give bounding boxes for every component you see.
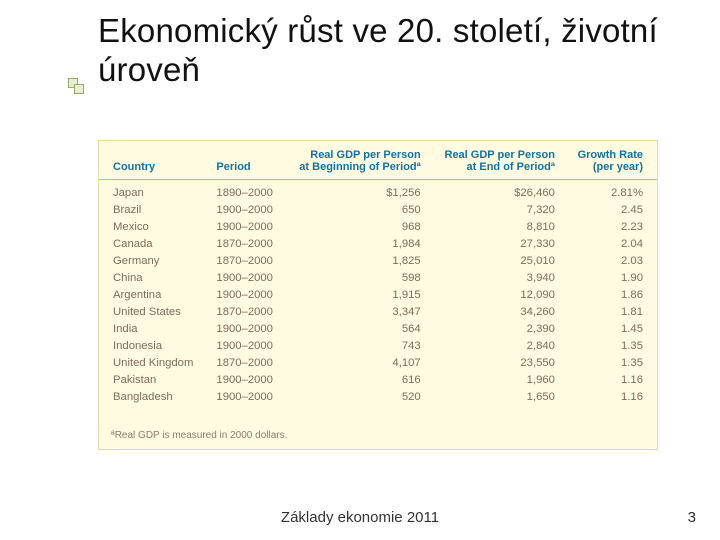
title-block: Ekonomický růst ve 20. století, životní … [98,12,658,90]
table-row: Argentina 1900–2000 1,915 12,090 1.86 [99,287,657,304]
table-row: Canada 1870–2000 1,984 27,330 2.04 [99,236,657,253]
cell-period: 1890–2000 [206,180,285,202]
page-title: Ekonomický růst ve 20. století, životní … [98,12,658,90]
title-bullet-icon [68,34,88,102]
col-country: Country [99,141,206,180]
table-row: Japan 1890–2000 $1,256 $26,460 2.81% [99,180,657,202]
table-row: Germany 1870–2000 1,825 25,010 2.03 [99,253,657,270]
table-row: Bangladesh 1900–2000 520 1,650 1.16 [99,389,657,406]
page-number: 3 [688,509,696,526]
table-row: United States 1870–2000 3,347 34,260 1.8… [99,304,657,321]
table-row: United Kingdom 1870–2000 4,107 23,550 1.… [99,355,657,372]
slide-footer: Základy ekonomie 2011 [0,509,720,526]
table-row: Pakistan 1900–2000 616 1,960 1.16 [99,372,657,389]
table-footnote: ªReal GDP is measured in 2000 dollars. [111,430,287,441]
cell-gdp-end: $26,460 [431,180,565,202]
table-row: Indonesia 1900–2000 743 2,840 1.35 [99,338,657,355]
table-row: India 1900–2000 564 2,390 1.45 [99,321,657,338]
table-row: Brazil 1900–2000 650 7,320 2.45 [99,202,657,219]
table-body: Japan 1890–2000 $1,256 $26,460 2.81% Bra… [99,180,657,406]
col-gdp-begin: Real GDP per Person at Beginning of Peri… [285,141,431,180]
table-row: Mexico 1900–2000 968 8,810 2.23 [99,219,657,236]
col-period: Period [206,141,285,180]
table-header: Country Period Real GDP per Person at Be… [99,141,657,180]
gdp-table-panel: Country Period Real GDP per Person at Be… [98,140,658,450]
cell-growth: 2.81% [565,180,657,202]
gdp-table: Country Period Real GDP per Person at Be… [99,141,657,406]
cell-gdp-begin: $1,256 [285,180,431,202]
col-growth-rate: Growth Rate (per year) [565,141,657,180]
cell-country: Japan [99,180,206,202]
slide: Ekonomický růst ve 20. století, životní … [0,0,720,540]
table-row: China 1900–2000 598 3,940 1.90 [99,270,657,287]
col-gdp-end: Real GDP per Person at End of Periodª [431,141,565,180]
